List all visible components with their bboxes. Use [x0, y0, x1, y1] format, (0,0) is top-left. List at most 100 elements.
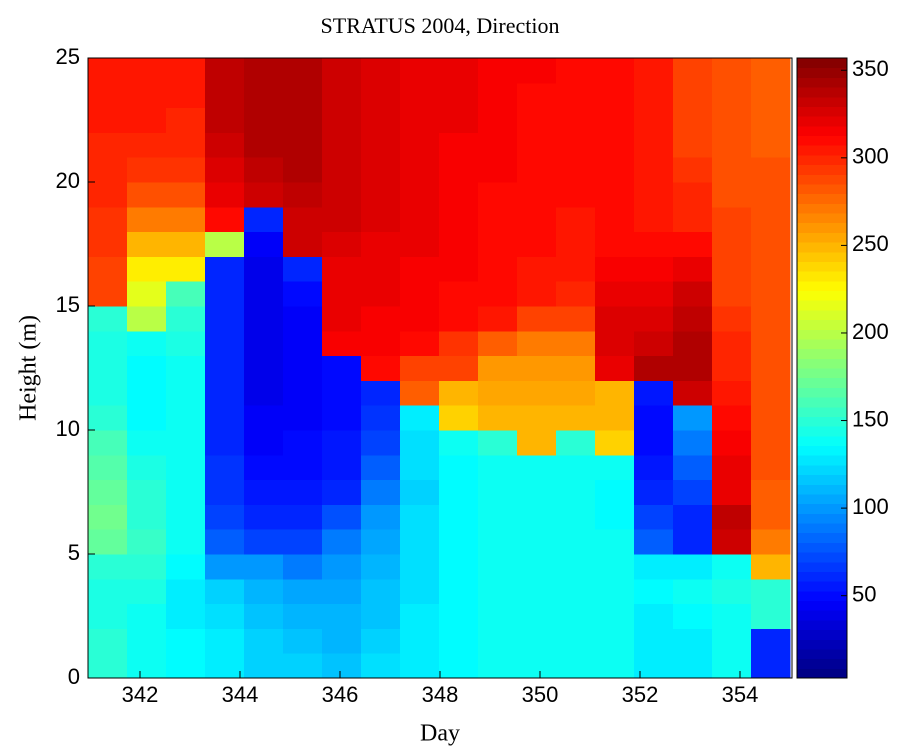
cell: [361, 603, 401, 629]
cell: [712, 504, 752, 530]
cell: [361, 454, 401, 481]
cell: [400, 157, 440, 183]
cell: [751, 405, 791, 431]
cell: [244, 157, 284, 183]
cell: [127, 380, 167, 406]
cell: [439, 132, 479, 158]
cell: [166, 454, 206, 481]
cell: [88, 256, 128, 282]
cell: [127, 554, 167, 580]
chart-title: STRATUS 2004, Direction: [321, 13, 560, 38]
cell: [166, 157, 206, 183]
cell: [322, 82, 362, 109]
cell: [127, 58, 167, 84]
colorbar-swatch: [797, 164, 847, 175]
cell: [478, 454, 518, 481]
colorbar-tick-label: 350: [852, 56, 889, 81]
colorbar-swatch: [797, 67, 847, 78]
cell: [205, 157, 245, 183]
cell: [517, 256, 557, 282]
cell: [595, 430, 635, 456]
cell: [673, 132, 713, 158]
cell: [595, 157, 635, 183]
cell: [205, 132, 245, 158]
cell: [556, 58, 596, 84]
cell: [595, 82, 635, 109]
cell: [556, 182, 596, 208]
cell: [205, 231, 245, 257]
cell: [283, 479, 323, 505]
cell: [322, 504, 362, 530]
colorbar-swatch: [797, 513, 847, 524]
cell: [751, 554, 791, 580]
cell: [244, 603, 284, 629]
colorbar-swatch: [797, 125, 847, 136]
x-tick-label: 352: [622, 682, 659, 707]
colorbar-swatch: [797, 368, 847, 379]
y-tick-label: 0: [68, 664, 80, 689]
cell: [205, 653, 245, 679]
cell: [673, 554, 713, 580]
cell: [283, 58, 323, 84]
cell: [400, 82, 440, 109]
cell: [400, 405, 440, 431]
cell: [400, 231, 440, 257]
cell: [283, 182, 323, 208]
cell: [478, 182, 518, 208]
cell: [673, 330, 713, 357]
cell: [244, 529, 284, 555]
cell: [400, 554, 440, 580]
cell: [751, 58, 791, 84]
colorbar-tick-label: 100: [852, 494, 889, 519]
cell: [205, 479, 245, 505]
colorbar-swatch: [797, 174, 847, 185]
cell: [673, 157, 713, 183]
cell: [478, 107, 518, 133]
cell: [517, 355, 557, 381]
cell: [322, 231, 362, 257]
cell: [439, 256, 479, 282]
cell: [634, 479, 674, 505]
cell: [712, 330, 752, 357]
cell: [361, 281, 401, 307]
cell: [517, 529, 557, 555]
cell: [127, 603, 167, 629]
cell: [595, 206, 635, 233]
cell: [361, 405, 401, 431]
y-tick-label: 20: [56, 168, 80, 193]
colorbar-swatch: [797, 319, 847, 330]
cell: [322, 529, 362, 555]
cell: [244, 132, 284, 158]
cell: [322, 281, 362, 307]
cell: [283, 306, 323, 332]
cell: [634, 82, 674, 109]
cell: [166, 306, 206, 332]
y-tick-label: 15: [56, 292, 80, 317]
cell: [205, 206, 245, 233]
cell: [712, 529, 752, 555]
cell: [712, 454, 752, 481]
colorbar-swatch: [797, 493, 847, 505]
colorbar-swatch: [797, 329, 847, 340]
cell: [712, 281, 752, 307]
cell: [88, 306, 128, 332]
cell: [361, 529, 401, 555]
cell: [322, 430, 362, 456]
cell: [595, 603, 635, 629]
cell: [595, 58, 635, 84]
cell: [361, 157, 401, 183]
cell: [361, 430, 401, 456]
cell: [634, 454, 674, 481]
cell: [322, 603, 362, 629]
cell: [478, 256, 518, 282]
cell: [712, 554, 752, 580]
colorbar-swatch: [797, 58, 847, 69]
cell: [322, 653, 362, 679]
cell: [439, 182, 479, 208]
colorbar-swatch: [797, 455, 847, 466]
cell: [634, 256, 674, 282]
cell: [751, 256, 791, 282]
cell: [478, 206, 518, 233]
cell: [400, 256, 440, 282]
cell: [595, 306, 635, 332]
